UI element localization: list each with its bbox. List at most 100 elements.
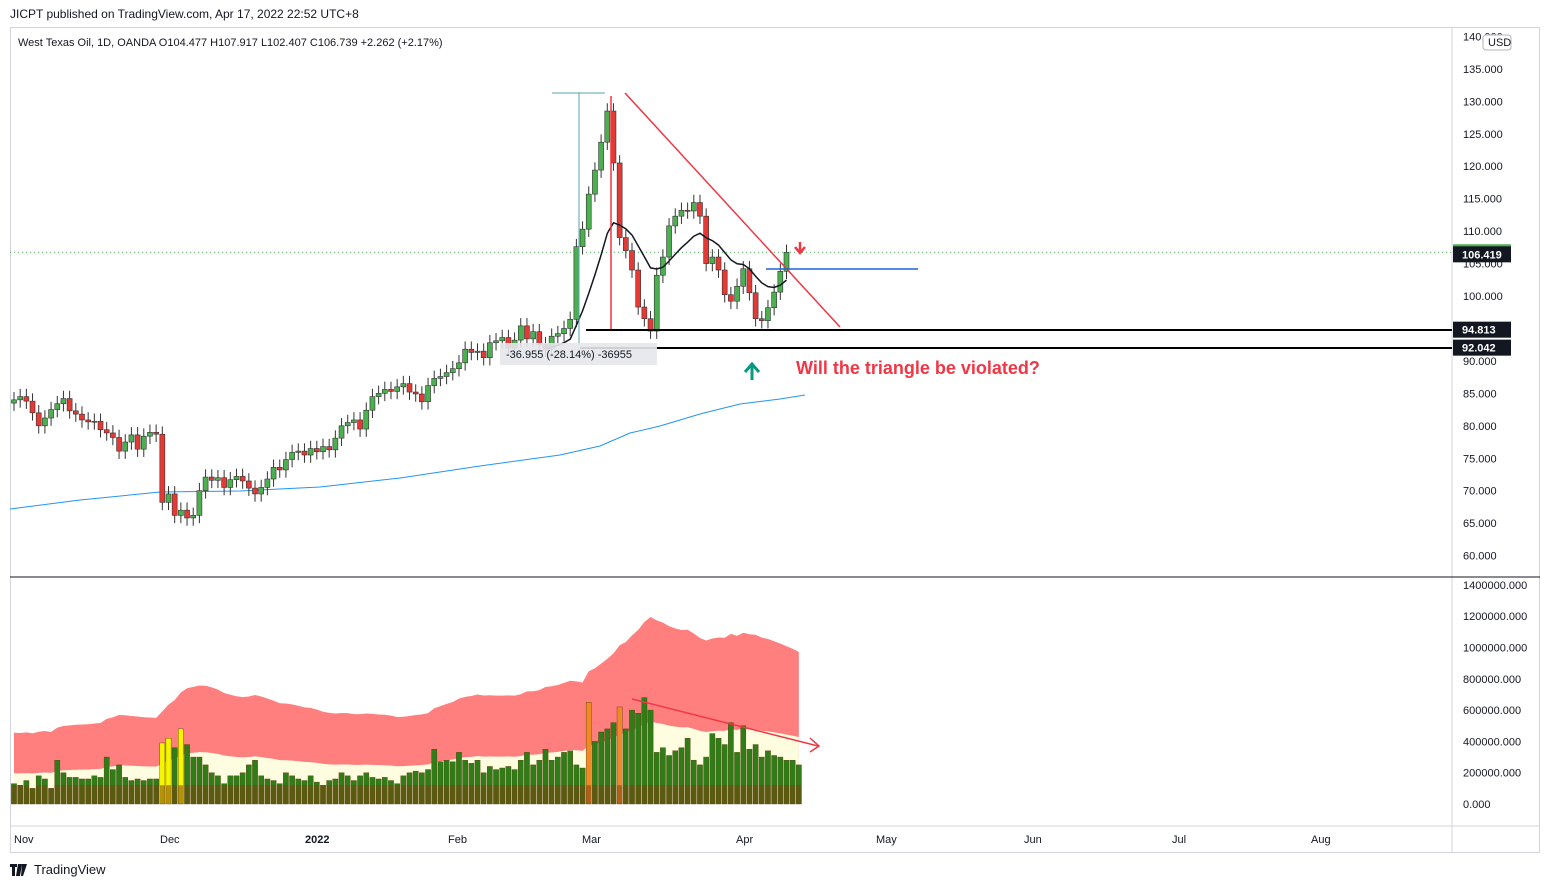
volume-trend-line [631,698,819,747]
volume-base-bar [450,785,456,804]
volume-base-bar [11,785,17,804]
volume-tick-label: 200000.000 [1463,768,1521,780]
volume-base-bar [468,785,474,804]
volume-base-bar [326,785,332,804]
volume-base-bar [505,785,511,804]
candle-body [400,383,407,388]
volume-base-bar [579,785,586,804]
candle-body [629,250,635,271]
volume-base-bar [759,785,765,804]
candle-body [765,307,771,321]
volume-base-bar [617,785,623,804]
candle-body [110,432,116,438]
volume-base-bar [85,785,91,804]
volume-base-bar [363,785,369,804]
volume-base-bar [60,785,67,804]
volume-base-bar [715,785,722,804]
candle-body [85,419,91,423]
candle-body [734,285,740,302]
candle-body [239,476,246,482]
candle-body [585,193,592,230]
volume-base-bar [573,785,579,804]
volume-base-bar [172,785,178,804]
volume-base-bar [338,785,345,804]
volume-base-bar [128,785,135,804]
candle-body [493,340,499,344]
candle-body [307,448,314,456]
volume-base-bar [42,785,48,804]
candle-body [480,350,487,358]
volume-base-bar [474,785,481,804]
footer-brand[interactable]: TradingView [10,862,106,877]
volume-base-bar [444,785,450,804]
price-tick-label: 90.000 [1463,356,1497,368]
price-tick-label: 120.000 [1463,161,1503,173]
price-tick-label: 115.000 [1463,194,1502,206]
volume-base-bar [73,785,79,804]
volume-base-bar [623,785,629,804]
volume-base-bar [215,785,221,804]
volume-tick-label: 0.000 [1463,799,1491,811]
currency-badge[interactable]: USD [1482,34,1512,51]
candle-body [153,431,159,435]
axis-layer: 140.000135.000130.000125.000120.000115.0… [14,31,1527,846]
candle-body [567,319,574,329]
candle-body [79,413,85,421]
tradingview-logo-icon [10,863,28,876]
volume-base-bar [777,785,783,804]
time-tick-label: Jun [1024,834,1042,846]
volume-base-bar [351,785,357,804]
volume-base-bar [746,785,753,804]
volume-tick-label: 400000.000 [1463,736,1521,748]
volume-base-bar [233,785,240,804]
candle-body [338,425,345,439]
time-tick-label: Nov [14,834,34,846]
candle-body [246,480,252,489]
candle-body [740,268,747,287]
candle-body [301,450,308,456]
volume-tick-label: 1000000.000 [1463,643,1527,655]
candle-body [165,493,172,503]
volume-base-bar [159,785,165,804]
candle-body [258,487,265,495]
volume-base-bar [425,785,431,804]
candle-body [431,378,438,386]
volume-base-bar [184,785,190,804]
volume-base-bar [641,785,647,804]
candle-body [419,393,425,403]
volume-base-bar [536,785,542,804]
candle-body [11,399,17,404]
candle-body [320,446,326,453]
candle-body [592,169,598,195]
volume-base-bar [357,785,363,804]
candle-body [184,509,190,519]
candle-body [128,434,135,443]
time-tick-label: Dec [160,834,180,846]
volume-base-bar [277,785,283,804]
candle-body [351,419,357,423]
volume-base-bar [549,785,555,804]
time-tick-label: Aug [1311,834,1331,846]
candle-body [221,477,227,488]
candle-body [672,215,679,227]
candle-body [758,318,765,321]
volume-base-bar [629,785,635,804]
candle-body [60,398,67,405]
volume-base-bar [703,785,709,804]
volume-base-bar [369,785,376,804]
candle-body [604,110,611,143]
candle-body [555,333,561,337]
candle-body [332,437,339,451]
symbol-legend: West Texas Oil, 1D, OANDA O104.477 H107.… [18,37,443,49]
volume-base-bar [493,785,499,804]
candle-body [196,490,203,516]
candle-body [703,215,709,264]
price-label-bg [1453,339,1511,356]
price-pane: -36.955 (-28.14%) -36955 [9,92,1452,526]
volume-base-bar [691,785,697,804]
volume-base-bar [635,785,641,804]
volume-base-bar [23,785,29,804]
candle-body [264,478,271,488]
candle-body [381,389,388,394]
